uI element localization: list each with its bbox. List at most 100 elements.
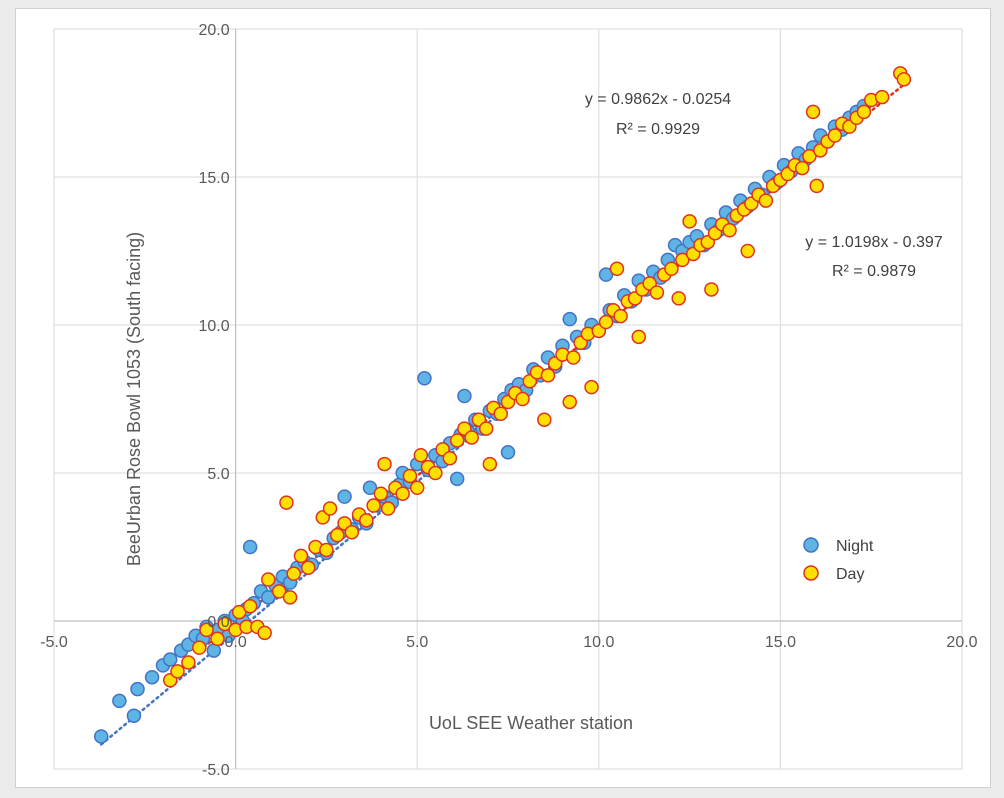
day-point [282, 590, 298, 605]
legend-day-label: Day [836, 566, 864, 583]
night-point [206, 643, 222, 658]
y-axis-title: BeeUrban Rose Bowl 1053 (South facing) [124, 232, 144, 566]
night-point [417, 371, 432, 386]
day-point [540, 368, 556, 383]
day-point [896, 72, 912, 87]
day-point [319, 542, 334, 558]
night-point [598, 267, 614, 282]
day-point [181, 655, 196, 670]
day-point [373, 486, 389, 501]
day-point [740, 243, 755, 259]
x-tick-label: 10.0 [583, 634, 614, 651]
day-point [584, 379, 599, 395]
day-point [562, 394, 577, 410]
day-point [478, 421, 494, 436]
day-point [802, 149, 817, 164]
legend: Night Day [803, 537, 874, 583]
night-point [126, 708, 142, 723]
day-point [671, 291, 686, 306]
night-point [112, 693, 127, 709]
night-point [337, 489, 352, 504]
day-point [794, 160, 810, 176]
y-tick-label: 15.0 [198, 170, 229, 187]
night-point [242, 539, 258, 555]
day-series-points [162, 66, 912, 688]
day-point [359, 513, 374, 528]
day-point [380, 501, 396, 516]
day-point [300, 560, 316, 575]
day-point [261, 572, 276, 587]
x-tick-label: 0.0 [224, 634, 246, 651]
day-point [217, 616, 232, 632]
x-tick-label: -5.0 [40, 634, 68, 651]
day-point [377, 456, 392, 472]
x-tick-label: 20.0 [946, 634, 977, 651]
night-trendline-r2: R² = 0.9879 [832, 263, 916, 280]
night-point [162, 652, 178, 667]
day-trendline-r2: R² = 0.9929 [616, 121, 700, 138]
day-point [515, 391, 530, 407]
day-point [330, 527, 345, 543]
y-tick-label: 5.0 [207, 466, 229, 483]
day-point [210, 631, 225, 647]
day-point [402, 468, 418, 484]
day-point [758, 193, 774, 208]
day-point [493, 406, 508, 422]
day-point [856, 104, 872, 120]
night-point [500, 445, 516, 460]
day-point [413, 447, 429, 463]
y-tick-label: 20.0 [198, 22, 229, 39]
x-axis-title: UoL SEE Weather station [429, 713, 633, 733]
day-point [170, 664, 185, 679]
day-point [649, 285, 665, 300]
legend-night-label: Night [836, 538, 874, 555]
day-point [722, 223, 737, 238]
night-point [93, 729, 109, 744]
night-point [130, 681, 145, 697]
day-point [464, 430, 479, 445]
day-point [566, 350, 581, 365]
day-point [704, 282, 719, 297]
legend-day-marker [803, 565, 819, 581]
night-point [261, 590, 276, 605]
legend-night-marker [803, 537, 819, 553]
tick-labels: -5.0 0.0 5.0 10.0 15.0 20.0 -5.0 0.0 5.0 10.0 15.0… [40, 22, 977, 779]
day-point [449, 433, 465, 448]
day-point [428, 465, 443, 481]
day-point [286, 566, 301, 581]
day-point [192, 640, 207, 655]
scatter-chart: -5.0 0.0 5.0 10.0 15.0 20.0 -5.0 0.0 5.0 10.0 15.0… [40, 22, 977, 779]
day-point [199, 622, 214, 638]
day-point [279, 495, 294, 510]
night-point [457, 388, 472, 404]
grid-lines [53, 28, 963, 770]
chart-frame: -5.0 0.0 5.0 10.0 15.0 20.0 -5.0 0.0 5.0 10.0 15.0… [15, 8, 991, 788]
day-trendline-equation: y = 0.9862x - 0.0254 [585, 91, 731, 108]
day-point [537, 412, 552, 427]
day-point [271, 584, 287, 599]
day-point [664, 261, 679, 277]
day-point [366, 498, 381, 513]
y-tick-label: 0.0 [207, 614, 229, 631]
x-tick-label: 15.0 [765, 634, 796, 651]
day-point [613, 308, 628, 324]
day-point [257, 625, 272, 641]
day-point [409, 480, 425, 496]
day-point [231, 604, 247, 620]
day-point [809, 178, 824, 194]
day-point [682, 214, 697, 229]
day-point [598, 314, 614, 330]
night-point [144, 669, 160, 685]
day-point [395, 486, 410, 501]
day-point [874, 89, 890, 105]
night-point [362, 480, 378, 496]
day-point [242, 598, 258, 614]
day-point [482, 456, 498, 472]
day-point [293, 548, 309, 564]
day-point [442, 450, 458, 466]
day-point [631, 329, 647, 345]
day-point [675, 252, 690, 268]
night-trendline-equation: y = 1.0198x - 0.397 [805, 234, 943, 251]
night-point [449, 471, 465, 487]
day-point [344, 524, 360, 540]
